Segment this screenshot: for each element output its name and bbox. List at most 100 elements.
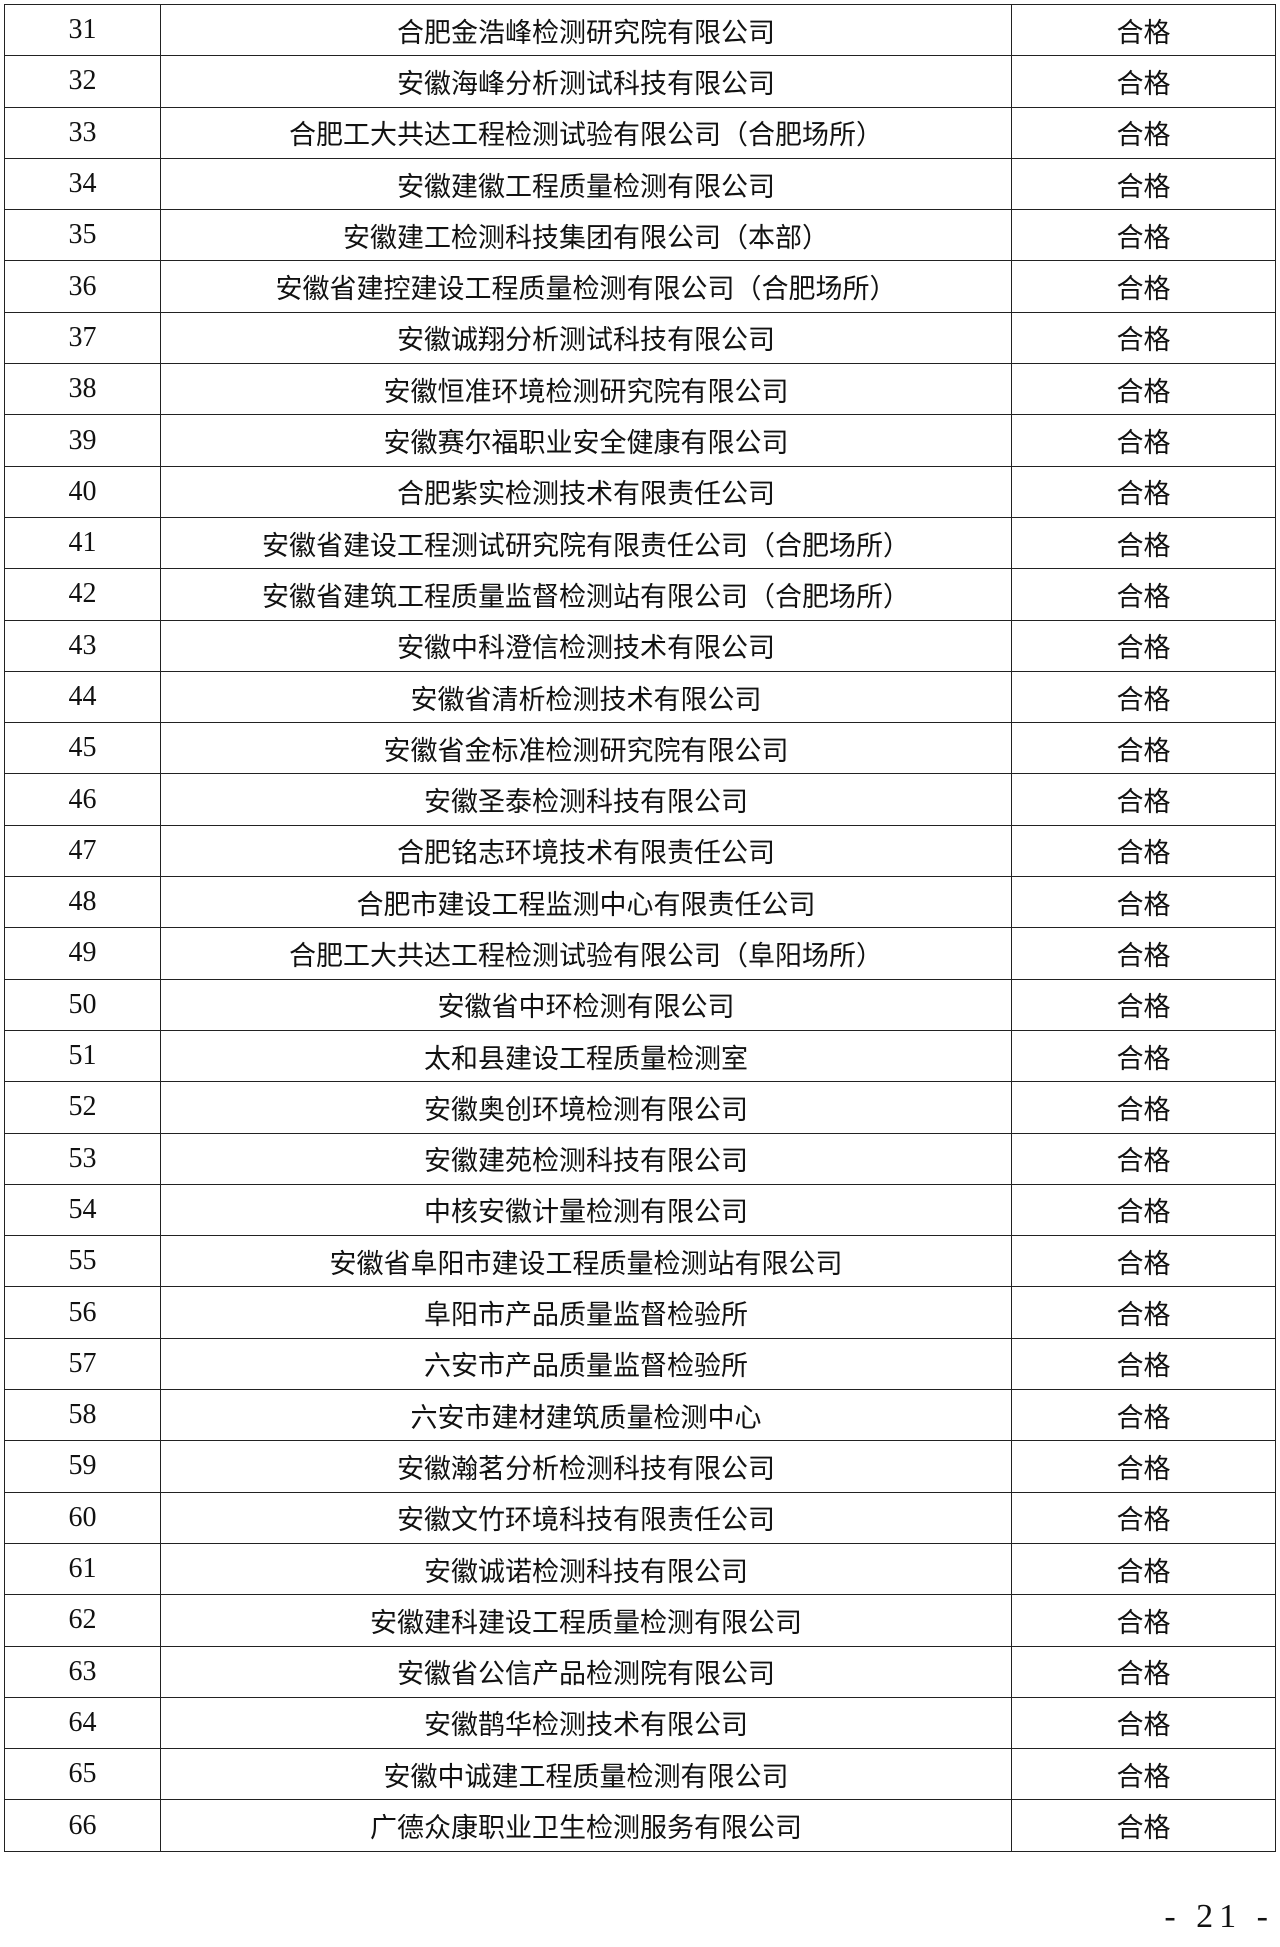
inspection-result: 合格 (1011, 1645, 1276, 1698)
company-name: 安徽建工检测科技集团有限公司（本部） (160, 209, 1012, 262)
inspection-result: 合格 (1011, 1594, 1276, 1647)
company-name: 广德众康职业卫生检测服务有限公司 (160, 1799, 1012, 1852)
inspection-result: 合格 (1011, 670, 1276, 724)
inspection-result: 合格 (1011, 157, 1276, 211)
company-name: 安徽省中环检测有限公司 (160, 978, 1012, 1031)
row-number: 35 (4, 209, 161, 262)
row-number: 44 (4, 670, 161, 724)
table-row: 49 合肥工大共达工程检测试验有限公司（阜阳场所） 合格 (4, 927, 1276, 980)
table-row: 62 安徽建科建设工程质量检测有限公司 合格 (4, 1594, 1276, 1647)
inspection-result: 合格 (1011, 1440, 1276, 1493)
row-number: 60 (4, 1491, 161, 1544)
results-table: 31 合肥金浩峰检测研究院有限公司 合格 32 安徽海峰分析测试科技有限公司 合格 33 合肥… (4, 3, 1276, 1852)
inspection-result: 合格 (1011, 106, 1276, 159)
table-row: 31 合肥金浩峰检测研究院有限公司 合格 (4, 3, 1276, 57)
table-row: 55 安徽省阜阳市建设工程质量检测站有限公司 合格 (4, 1235, 1276, 1288)
table-row: 43 安徽中科澄信检测技术有限公司 合格 (4, 619, 1276, 672)
row-number: 46 (4, 773, 161, 826)
row-number: 40 (4, 465, 161, 518)
table-row: 57 六安市产品质量监督检验所 合格 (4, 1337, 1276, 1391)
inspection-result: 合格 (1011, 619, 1276, 672)
inspection-result: 合格 (1011, 1081, 1276, 1134)
inspection-result: 合格 (1011, 1029, 1276, 1083)
row-number: 37 (4, 311, 161, 365)
table-row: 53 安徽建苑检测科技有限公司 合格 (4, 1132, 1276, 1185)
company-name: 安徽省清析检测技术有限公司 (160, 670, 1012, 724)
inspection-result: 合格 (1011, 1183, 1276, 1237)
company-name: 安徽诚翔分析测试科技有限公司 (160, 311, 1012, 365)
company-name: 安徽中科澄信检测技术有限公司 (160, 619, 1012, 672)
company-name: 安徽建科建设工程质量检测有限公司 (160, 1594, 1012, 1647)
company-name: 安徽省公信产品检测院有限公司 (160, 1645, 1012, 1698)
inspection-result: 合格 (1011, 722, 1276, 775)
table-row: 56 阜阳市产品质量监督检验所 合格 (4, 1286, 1276, 1339)
row-number: 62 (4, 1594, 161, 1647)
company-name: 安徽奥创环境检测有限公司 (160, 1081, 1012, 1134)
inspection-result: 合格 (1011, 516, 1276, 570)
company-name: 安徽省建筑工程质量监督检测站有限公司（合肥场所） (160, 568, 1012, 621)
company-name: 合肥紫实检测技术有限责任公司 (160, 465, 1012, 518)
table-row: 51 太和县建设工程质量检测室 合格 (4, 1029, 1276, 1083)
table-row: 32 安徽海峰分析测试科技有限公司 合格 (4, 55, 1276, 108)
inspection-result: 合格 (1011, 260, 1276, 313)
row-number: 51 (4, 1029, 161, 1083)
table-row: 40 合肥紫实检测技术有限责任公司 合格 (4, 465, 1276, 518)
table-row: 42 安徽省建筑工程质量监督检测站有限公司（合肥场所） 合格 (4, 568, 1276, 621)
company-name: 安徽圣泰检测科技有限公司 (160, 773, 1012, 826)
inspection-result: 合格 (1011, 1286, 1276, 1339)
table-row: 45 安徽省金标准检测研究院有限公司 合格 (4, 722, 1276, 775)
table-row: 66 广德众康职业卫生检测服务有限公司 合格 (4, 1799, 1276, 1852)
inspection-result: 合格 (1011, 978, 1276, 1031)
inspection-result: 合格 (1011, 1799, 1276, 1852)
table-row: 54 中核安徽计量检测有限公司 合格 (4, 1183, 1276, 1237)
row-number: 50 (4, 978, 161, 1031)
table-row: 64 安徽鹊华检测技术有限公司 合格 (4, 1696, 1276, 1750)
row-number: 41 (4, 516, 161, 570)
company-name: 中核安徽计量检测有限公司 (160, 1183, 1012, 1237)
inspection-result: 合格 (1011, 1696, 1276, 1750)
inspection-result: 合格 (1011, 1748, 1276, 1801)
company-name: 合肥工大共达工程检测试验有限公司（阜阳场所） (160, 927, 1012, 980)
row-number: 64 (4, 1696, 161, 1750)
table-row: 60 安徽文竹环境科技有限责任公司 合格 (4, 1491, 1276, 1544)
company-name: 合肥工大共达工程检测试验有限公司（合肥场所） (160, 106, 1012, 159)
company-name: 安徽文竹环境科技有限责任公司 (160, 1491, 1012, 1544)
company-name: 六安市建材建筑质量检测中心 (160, 1389, 1012, 1442)
company-name: 六安市产品质量监督检验所 (160, 1337, 1012, 1391)
inspection-result: 合格 (1011, 363, 1276, 416)
table-row: 63 安徽省公信产品检测院有限公司 合格 (4, 1645, 1276, 1698)
inspection-result: 合格 (1011, 1491, 1276, 1544)
row-number: 32 (4, 55, 161, 108)
company-name: 安徽省建设工程测试研究院有限责任公司（合肥场所） (160, 516, 1012, 570)
row-number: 45 (4, 722, 161, 775)
inspection-result: 合格 (1011, 876, 1276, 929)
inspection-result: 合格 (1011, 1132, 1276, 1185)
company-name: 合肥市建设工程监测中心有限责任公司 (160, 876, 1012, 929)
table-row: 41 安徽省建设工程测试研究院有限责任公司（合肥场所） 合格 (4, 516, 1276, 570)
table-row: 52 安徽奥创环境检测有限公司 合格 (4, 1081, 1276, 1134)
company-name: 安徽瀚茗分析检测科技有限公司 (160, 1440, 1012, 1493)
row-number: 39 (4, 414, 161, 467)
row-number: 42 (4, 568, 161, 621)
row-number: 31 (4, 3, 161, 57)
inspection-result: 合格 (1011, 568, 1276, 621)
inspection-result: 合格 (1011, 1389, 1276, 1442)
row-number: 56 (4, 1286, 161, 1339)
table-row: 47 合肥铭志环境技术有限责任公司 合格 (4, 824, 1276, 878)
company-name: 阜阳市产品质量监督检验所 (160, 1286, 1012, 1339)
company-name: 安徽赛尔福职业安全健康有限公司 (160, 414, 1012, 467)
company-name: 安徽省金标准检测研究院有限公司 (160, 722, 1012, 775)
row-number: 43 (4, 619, 161, 672)
page-number: - 21 - (1164, 1898, 1274, 1935)
row-number: 48 (4, 876, 161, 929)
inspection-result: 合格 (1011, 3, 1276, 57)
row-number: 63 (4, 1645, 161, 1698)
table-row: 50 安徽省中环检测有限公司 合格 (4, 978, 1276, 1031)
table-row: 34 安徽建徽工程质量检测有限公司 合格 (4, 157, 1276, 211)
inspection-result: 合格 (1011, 824, 1276, 878)
row-number: 58 (4, 1389, 161, 1442)
company-name: 安徽中诚建工程质量检测有限公司 (160, 1748, 1012, 1801)
company-name: 安徽建徽工程质量检测有限公司 (160, 157, 1012, 211)
table-row: 39 安徽赛尔福职业安全健康有限公司 合格 (4, 414, 1276, 467)
table-row: 37 安徽诚翔分析测试科技有限公司 合格 (4, 311, 1276, 365)
